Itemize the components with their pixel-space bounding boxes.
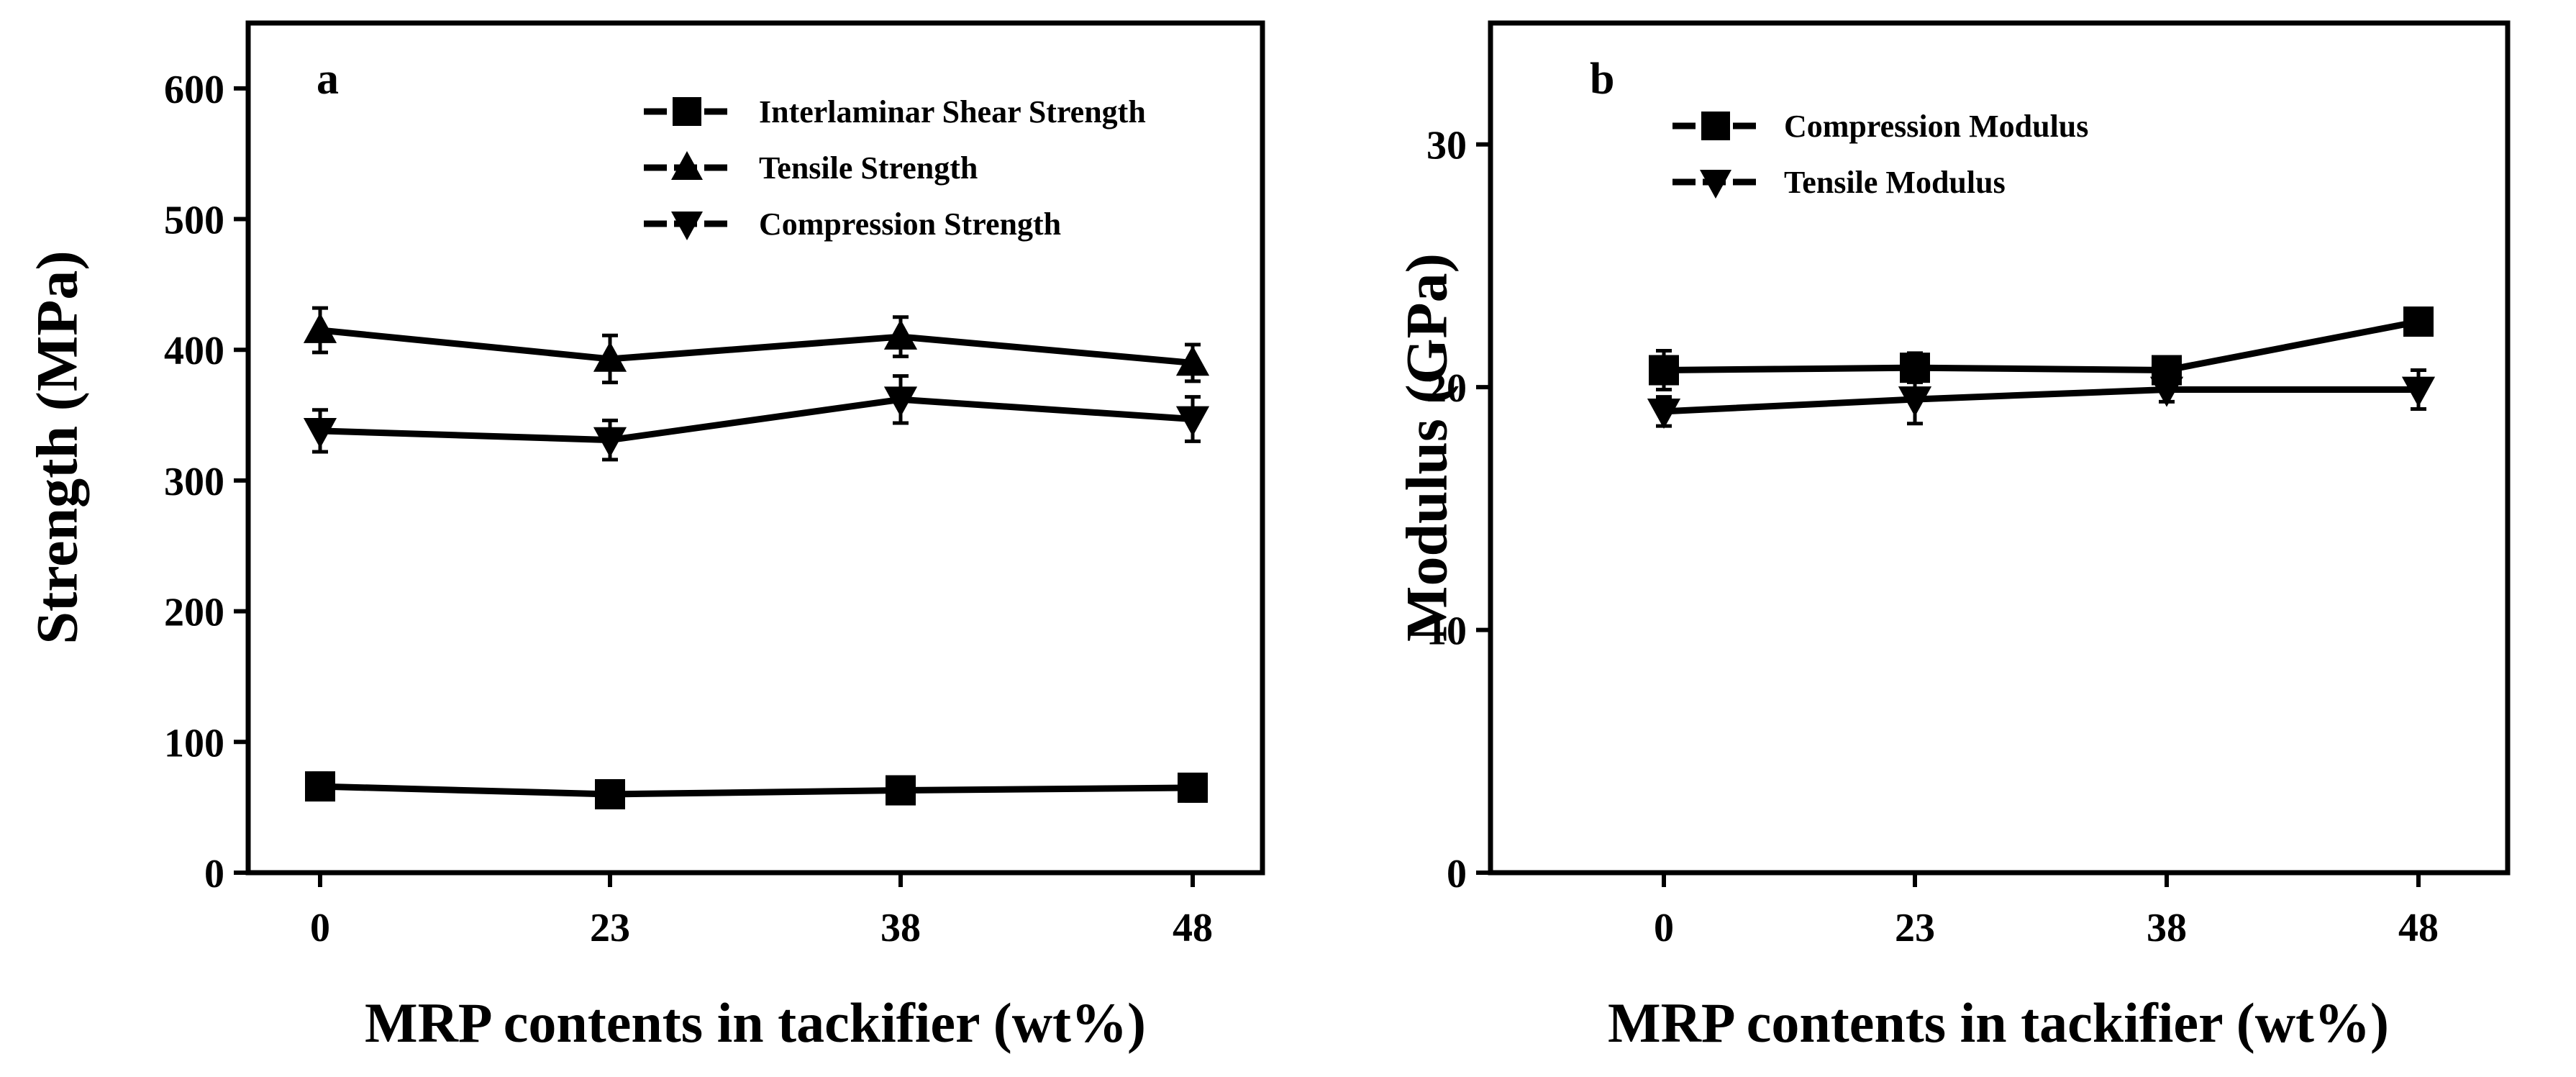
data-point	[1898, 386, 1932, 417]
data-point	[1649, 355, 1679, 386]
data-point	[883, 319, 918, 350]
legend-marker	[673, 97, 701, 126]
legend-entry: Compression Strength	[644, 206, 1061, 242]
series-line	[1663, 386, 2418, 415]
y-tick-label: 0	[204, 852, 224, 896]
legend-label: Tensile Strength	[759, 150, 978, 186]
legend-entry: Tensile Strength	[644, 150, 978, 186]
y-tick-label: 600	[164, 68, 224, 112]
data-point	[595, 778, 625, 809]
data-point	[1175, 345, 1210, 376]
x-tick-label: 23	[590, 906, 630, 950]
data-point	[593, 427, 627, 458]
legend-label: Tensile Modulus	[1784, 165, 2006, 200]
data-point	[1647, 399, 1681, 430]
x-axis-title: MRP contents in tackifier (wt%)	[1608, 991, 2389, 1054]
y-tick-label: 300	[164, 460, 224, 504]
legend-label: Interlaminar Shear Strength	[759, 94, 1146, 129]
data-point	[1175, 406, 1210, 437]
x-tick-label: 38	[2147, 906, 2187, 950]
legend-entry: Tensile Modulus	[1672, 165, 2006, 200]
data-point	[883, 386, 918, 417]
y-tick-label: 0	[1447, 852, 1467, 896]
plot-frame	[245, 20, 1265, 876]
legend-entry: Compression Modulus	[1672, 109, 2088, 144]
data-point	[303, 418, 337, 449]
data-point	[305, 771, 335, 802]
y-tick-label: 10	[1426, 609, 1467, 654]
y-tick-label: 100	[164, 721, 224, 765]
series-triangle-up	[303, 306, 1210, 385]
panel-label: a	[317, 55, 339, 104]
data-point	[1178, 772, 1208, 803]
series-line	[319, 327, 1193, 366]
legend-entry: Interlaminar Shear Strength	[644, 94, 1146, 129]
x-tick-label: 38	[880, 906, 921, 950]
legend-label: Compression Strength	[759, 206, 1061, 242]
data-point	[2401, 376, 2436, 407]
chart-panel-a: 0 100 200 300 400 500 600 0 23 38 48 MRP contents i…	[24, 20, 1265, 1054]
series-line	[1663, 318, 2419, 374]
series-triangle-down	[1647, 368, 2436, 430]
series-triangle-down	[303, 374, 1210, 462]
plot-frame	[1488, 20, 2511, 876]
data-point	[886, 775, 916, 806]
data-point	[2403, 306, 2434, 337]
y-tick-label: 20	[1426, 366, 1467, 411]
y-tick-label: 30	[1426, 124, 1467, 168]
series-square	[305, 771, 1208, 809]
series-line	[319, 783, 1193, 798]
legend-label: Compression Modulus	[1784, 109, 2088, 144]
series-square	[1649, 306, 2434, 392]
y-tick-label: 500	[164, 199, 224, 243]
y-axis-title: Strength (MPa)	[24, 250, 89, 644]
legend-marker	[671, 212, 703, 240]
x-tick-label: 23	[1895, 906, 1935, 950]
data-point	[303, 312, 337, 343]
legend-marker	[1701, 112, 1730, 140]
y-tick-label: 400	[164, 329, 224, 373]
x-tick-label: 48	[2398, 906, 2439, 950]
x-axis-title: MRP contents in tackifier (wt%)	[365, 991, 1146, 1054]
data-point	[2149, 376, 2184, 407]
x-tick-label: 0	[1654, 906, 1674, 950]
panel-label: b	[1590, 55, 1614, 104]
x-tick-label: 48	[1173, 906, 1213, 950]
legend-marker	[671, 151, 703, 180]
series-line	[319, 396, 1193, 444]
legend-marker	[1700, 170, 1731, 199]
y-axis-title: Modulus (GPa)	[1393, 253, 1459, 642]
data-point	[593, 341, 627, 372]
x-tick-label: 0	[310, 906, 330, 950]
y-tick-label: 200	[164, 591, 224, 635]
